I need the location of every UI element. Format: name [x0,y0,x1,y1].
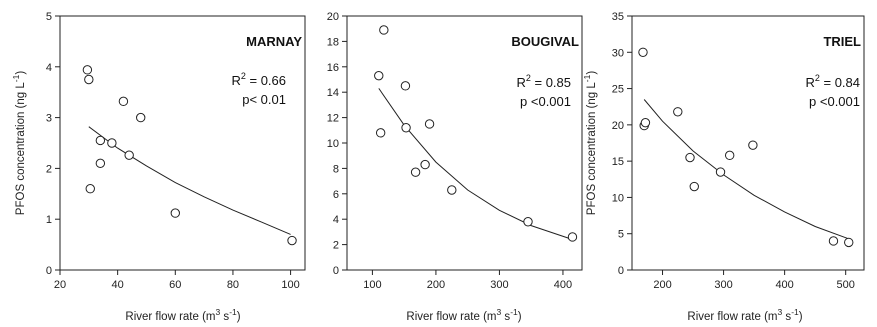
panel-marnay: 0 1 2 3 4 5 20 40 60 80 100 MARNAY R2 = 0.66 p< 0.01 R… [11,11,306,323]
y-tick-label: 18 [327,36,339,48]
data-point [107,138,117,148]
data-point [844,237,854,248]
data-point [724,150,735,161]
y-tick-label: 20 [612,120,624,132]
data-point [374,70,384,81]
plot-frame [631,15,865,271]
data-point [424,119,435,129]
y-tick-label: 0 [46,265,52,277]
data-point [375,128,386,138]
data-point [567,232,578,242]
y-tick-label: 16 [327,62,339,74]
y-tick-label: 2 [333,240,339,252]
y-tick-label: 20 [327,11,339,23]
y-tick-label: 5 [618,229,624,241]
x-tick-label: 100 [363,279,381,291]
fit-curve [643,99,849,240]
data-point [82,65,93,75]
data-point [410,167,421,177]
data-point [420,159,430,170]
x-tick-label: 400 [554,279,572,291]
data-point [828,236,839,246]
data-point [400,81,411,91]
p-value-label: p <0.001 [809,94,860,109]
data-point [95,135,106,146]
site-title: TRIEL [823,34,861,49]
panel-triel: 0 5 10 15 20 25 30 35 200 300 400 500 TRIEL R2 = 0.84… [582,11,865,323]
y-tick-label: 12 [327,113,339,125]
y-tick-label: 35 [612,11,624,23]
y-tick-label: 0 [618,265,624,277]
y-tick-label: 14 [327,87,339,99]
data-point [118,96,129,107]
y-tick-label: 3 [46,113,52,125]
panel-bougival: 0 2 4 6 8 10 12 14 16 18 20 100 200 300 400 BOUGIVAL R2 … [327,11,583,323]
y-axis-label: PFOS concentration (ng L-1) [582,71,598,216]
y-tick-label: 6 [333,189,339,201]
x-tick-label: 20 [54,279,66,291]
data-point [638,47,648,57]
data-point [84,74,94,85]
data-point [689,181,699,192]
x-tick-label: 100 [281,279,299,291]
x-tick-label: 200 [653,279,671,291]
data-point [640,117,651,128]
data-point [401,123,411,133]
y-tick-label: 1 [46,214,52,226]
p-value-label: p< 0.01 [242,92,286,107]
y-tick-label: 10 [327,138,339,150]
p-value-label: p <0.001 [520,94,571,109]
site-title: MARNAY [246,34,302,49]
y-tick-label: 8 [333,163,339,175]
data-point [124,150,134,160]
y-tick-label: 4 [46,62,52,74]
y-tick-label: 0 [333,265,339,277]
fit-curve [378,88,573,240]
r-squared-label: R2 = 0.84 [805,73,860,90]
x-tick-label: 40 [112,279,124,291]
data-point [715,167,726,177]
site-title: BOUGIVAL [511,34,579,49]
data-point [95,158,106,169]
x-tick-label: 400 [775,279,793,291]
x-axis-label: River flow rate (m3 s-1) [687,307,802,323]
data-point [523,217,533,227]
data-point [136,112,146,123]
data-point [748,140,758,150]
fit-curve [88,126,291,235]
x-axis-label: River flow rate (m3 s-1) [406,307,521,323]
y-tick-label: 25 [612,84,624,96]
data-point [287,235,297,246]
y-axis-label: PFOS concentration (ng L-1) [11,71,27,216]
x-tick-label: 80 [227,279,239,291]
r-squared-label: R2 = 0.66 [231,71,286,88]
x-tick-label: 60 [169,279,181,291]
x-tick-label: 300 [490,279,508,291]
r-squared-label: R2 = 0.85 [516,73,571,90]
y-tick-label: 5 [46,11,52,23]
y-tick-label: 4 [333,214,339,226]
plot-frame [59,15,306,271]
data-point [673,107,683,117]
y-tick-label: 30 [612,47,624,59]
x-tick-label: 500 [837,279,855,291]
data-point [379,25,389,35]
y-tick-label: 15 [612,156,624,168]
data-point [447,185,457,195]
x-axis-label: River flow rate (m3 s-1) [125,307,240,323]
x-tick-label: 300 [714,279,732,291]
data-point [170,208,180,218]
y-tick-label: 10 [612,192,624,204]
x-tick-label: 200 [427,279,445,291]
plot-frame [346,15,583,271]
data-point [85,184,95,194]
data-point [685,152,695,163]
y-tick-label: 2 [46,163,52,175]
